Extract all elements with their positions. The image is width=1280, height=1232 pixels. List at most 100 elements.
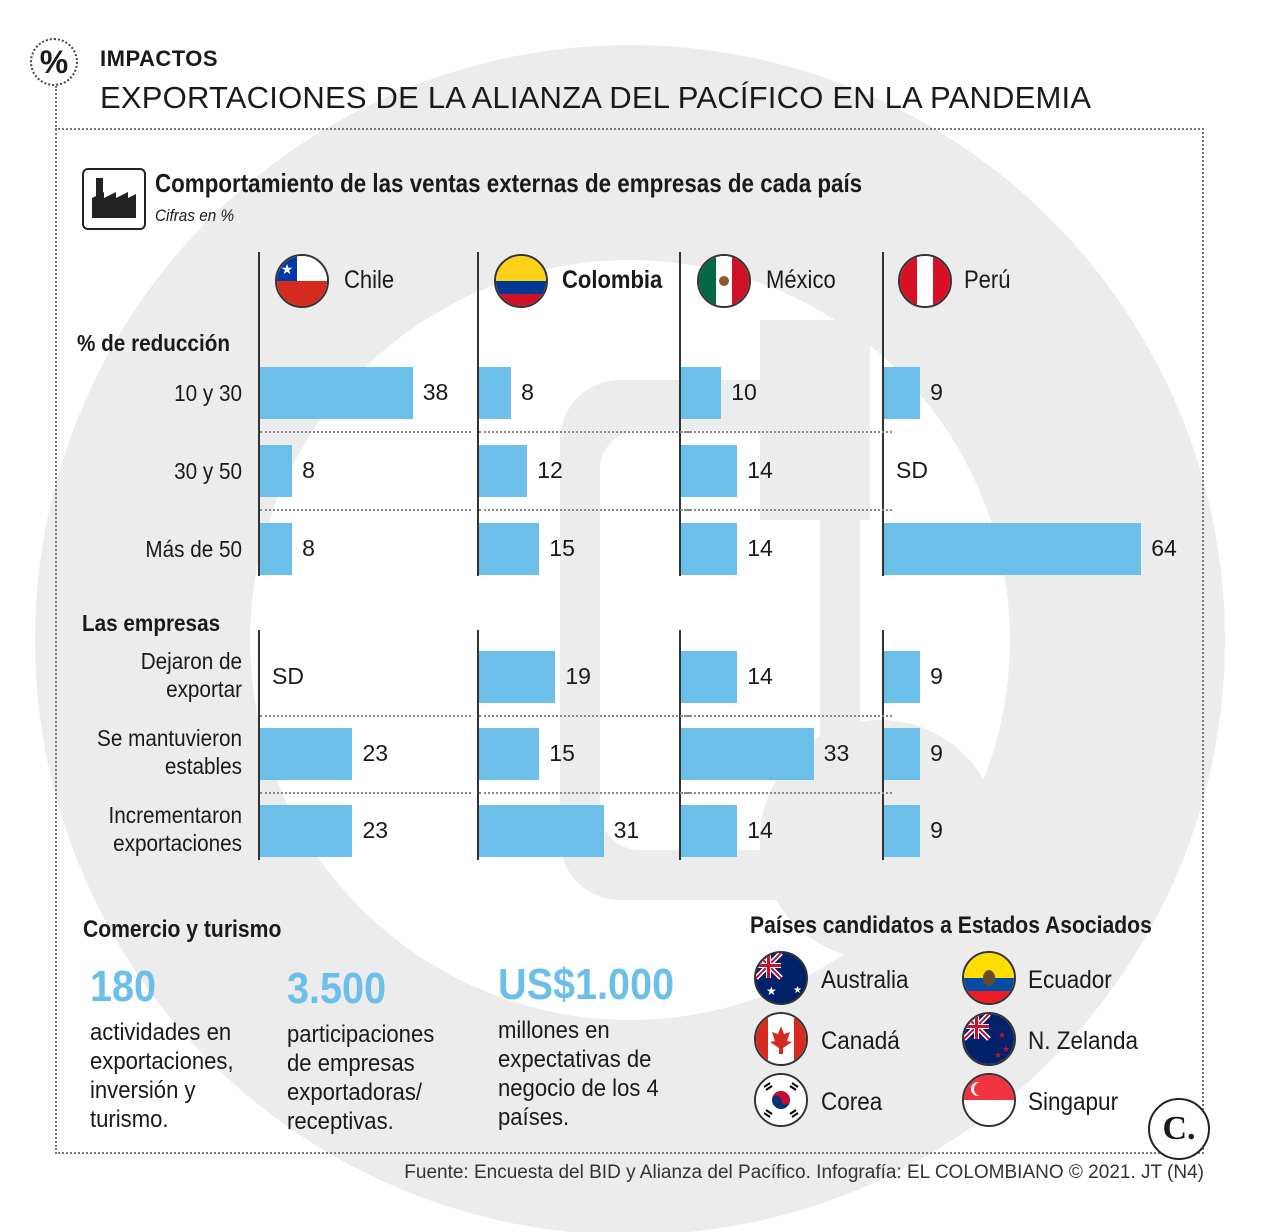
- country-label-mexico: México: [766, 266, 836, 294]
- svg-text:★: ★: [766, 984, 777, 998]
- candidate-label-singapore: Singapur: [1028, 1088, 1119, 1116]
- data-label: 8: [302, 535, 315, 561]
- bar: [260, 367, 413, 419]
- peru-flag-icon: [898, 254, 952, 308]
- axis-line: [882, 630, 884, 860]
- frame-border: [55, 128, 1204, 1154]
- bar: [479, 523, 540, 575]
- bar: [681, 805, 738, 857]
- main-title: EXPORTACIONES DE LA ALIANZA DEL PACÍFICO…: [100, 80, 1092, 115]
- stat-value-activities: 180: [90, 962, 157, 1011]
- frame-left-border: [55, 86, 57, 1150]
- el-colombiano-logo: C.: [1148, 1098, 1210, 1160]
- data-label: 14: [747, 817, 773, 843]
- mexico-flag-icon: [697, 254, 751, 308]
- bar: [681, 728, 814, 780]
- data-label: 19: [565, 663, 591, 689]
- candidates-title: Países candidatos a Estados Asociados: [750, 912, 1152, 939]
- chart-title: Comportamiento de las ventas externas de…: [155, 168, 863, 198]
- data-label: SD: [272, 663, 304, 689]
- bar: [479, 367, 512, 419]
- row-separator: [681, 715, 892, 717]
- data-label: SD: [896, 457, 928, 483]
- svg-text:★: ★: [998, 1031, 1006, 1041]
- bar: [884, 651, 921, 703]
- axis-line: [679, 252, 681, 576]
- axis-line: [258, 252, 260, 576]
- row-label: Incrementaron exportaciones: [108, 802, 242, 856]
- country-label-peru: Perú: [964, 266, 1011, 294]
- bar: [260, 728, 353, 780]
- row-label: Se mantuvieron estables: [97, 725, 242, 779]
- row-label: 10 y 30: [174, 380, 242, 406]
- row-label: 30 y 50: [174, 458, 242, 484]
- stat-desc-business: millones en expectativas de negocio de l…: [498, 1017, 659, 1131]
- bar: [479, 805, 604, 857]
- data-label: 15: [549, 535, 575, 561]
- bar: [479, 728, 540, 780]
- axis-line: [882, 252, 884, 576]
- row-separator: [479, 509, 690, 511]
- stat-desc-participations: participaciones de empresas exportadoras…: [287, 1021, 435, 1135]
- country-label-chile: Chile: [344, 266, 395, 294]
- row-separator: [479, 431, 690, 433]
- candidate-label-new-zealand: N. Zelanda: [1028, 1027, 1139, 1055]
- data-label: 9: [930, 817, 943, 843]
- data-label: 14: [747, 663, 773, 689]
- candidate-label-australia: Australia: [821, 966, 909, 994]
- bar: [884, 805, 921, 857]
- candidate-label-korea: Corea: [821, 1088, 883, 1116]
- data-label: 31: [613, 817, 640, 843]
- bar: [260, 523, 293, 575]
- ecuador-flag-icon: [962, 951, 1016, 1005]
- bar: [479, 445, 528, 497]
- row-label: Más de 50: [145, 536, 242, 562]
- data-label: 23: [362, 740, 389, 766]
- bar: [479, 651, 556, 703]
- row-separator: [260, 715, 471, 717]
- row-label: Dejaron de exportar: [140, 648, 242, 702]
- singapore-flag-icon: [962, 1073, 1016, 1127]
- stat-value-business: US$1.000: [498, 960, 675, 1009]
- factory-icon: [82, 168, 146, 230]
- canada-flag-icon: [754, 1012, 808, 1066]
- chart-subtitle: Cifras en %: [155, 206, 235, 225]
- australia-flag-icon: ★ ★: [754, 951, 808, 1005]
- country-label-colombia: Colombia: [562, 266, 663, 294]
- percent-icon: %: [30, 38, 78, 86]
- bar: [884, 523, 1142, 575]
- data-label: 38: [422, 379, 449, 405]
- row-separator: [479, 792, 690, 794]
- svg-text:★: ★: [1002, 1045, 1010, 1055]
- data-label: 8: [521, 379, 534, 405]
- row-separator: [681, 509, 892, 511]
- candidate-label-canada: Canadá: [821, 1027, 900, 1055]
- bar: [681, 445, 738, 497]
- data-label: 15: [549, 740, 575, 766]
- row-separator: [681, 431, 892, 433]
- data-label: 9: [930, 663, 943, 689]
- data-label: 64: [1151, 535, 1177, 561]
- commerce-title: Comercio y turismo: [83, 916, 282, 943]
- data-label: 9: [930, 740, 943, 766]
- data-label: 9: [930, 379, 943, 405]
- row-separator: [681, 792, 892, 794]
- svg-text:★: ★: [281, 262, 294, 278]
- kicker: IMPACTOS: [100, 46, 219, 71]
- svg-text:★: ★: [793, 985, 802, 996]
- data-label: 14: [747, 535, 773, 561]
- source-note: Fuente: Encuesta del BID y Alianza del P…: [404, 1162, 1204, 1183]
- colombia-flag-icon: [494, 254, 548, 308]
- axis-line: [258, 630, 260, 860]
- data-label: 33: [823, 740, 850, 766]
- row-separator: [479, 715, 690, 717]
- data-label: 12: [537, 457, 563, 483]
- stat-desc-activities: actividades en exportaciones, inversión …: [90, 1019, 234, 1133]
- candidate-label-ecuador: Ecuador: [1028, 966, 1112, 994]
- bar: [260, 445, 293, 497]
- svg-text:★: ★: [994, 1051, 1002, 1061]
- axis-line: [477, 630, 479, 860]
- data-label: 14: [747, 457, 773, 483]
- data-label: 8: [302, 457, 315, 483]
